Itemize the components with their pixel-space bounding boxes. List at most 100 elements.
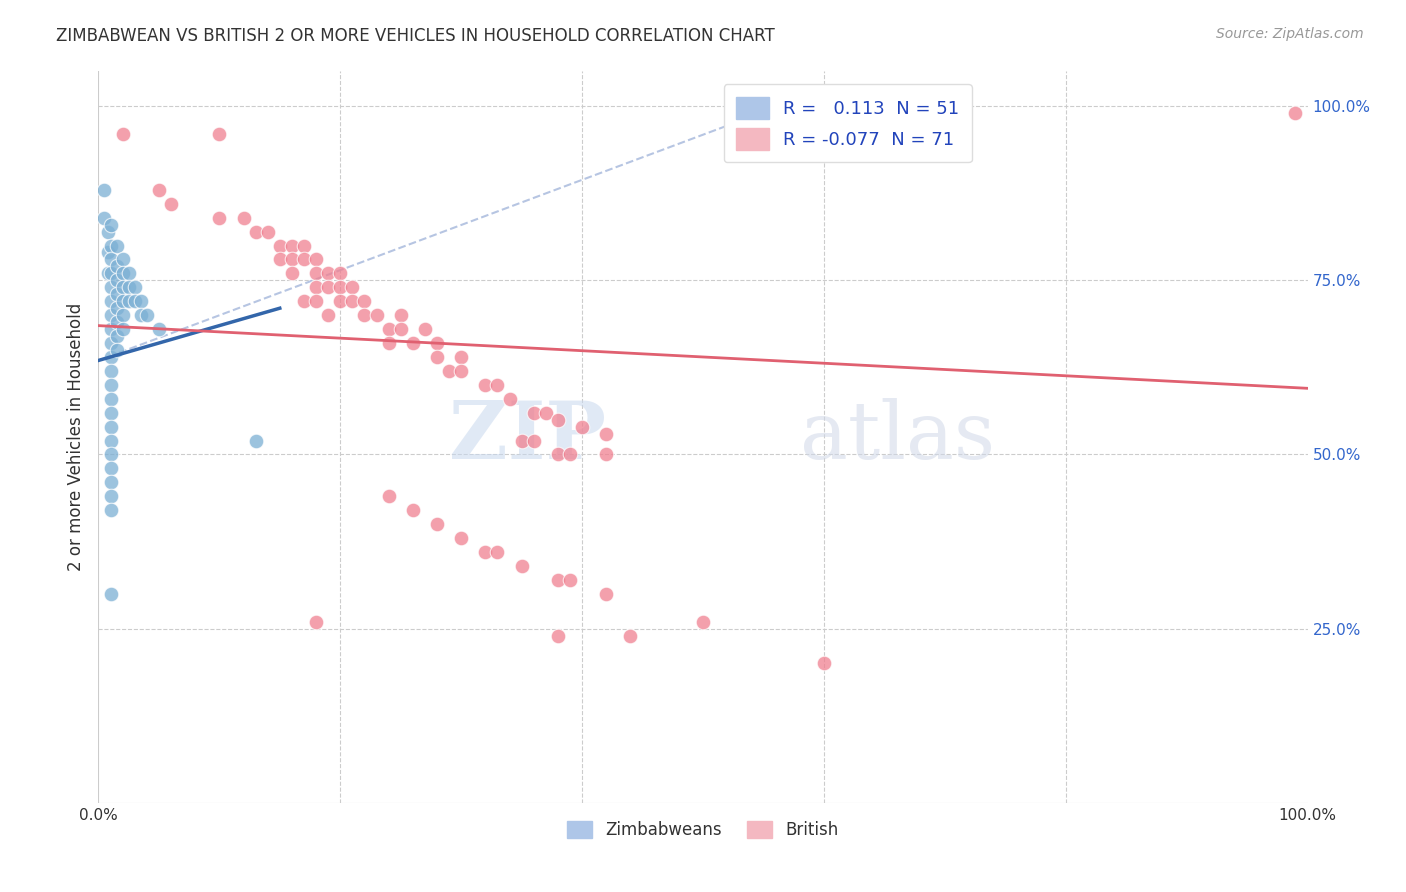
Point — [100, 475, 122, 490]
Point — [118, 280, 141, 294]
Point — [547, 573, 569, 587]
Point — [269, 252, 291, 267]
Point — [305, 252, 328, 267]
Point — [100, 448, 122, 462]
Point — [160, 196, 183, 211]
Point — [547, 629, 569, 643]
Point — [105, 260, 128, 274]
Point — [100, 489, 122, 503]
Point — [256, 225, 278, 239]
Point — [105, 343, 128, 357]
Point — [305, 280, 328, 294]
Point — [100, 280, 122, 294]
Point — [571, 419, 593, 434]
Point — [413, 322, 436, 336]
Point — [474, 545, 496, 559]
Legend: Zimbabweans, British: Zimbabweans, British — [561, 814, 845, 846]
Point — [100, 322, 122, 336]
Point — [305, 294, 328, 309]
Point — [305, 266, 328, 280]
Point — [100, 503, 122, 517]
Point — [377, 489, 399, 503]
Point — [105, 273, 128, 287]
Point — [269, 238, 291, 252]
Y-axis label: 2 or more Vehicles in Household: 2 or more Vehicles in Household — [66, 303, 84, 571]
Point — [353, 308, 375, 322]
Point — [547, 448, 569, 462]
Point — [316, 266, 339, 280]
Point — [208, 127, 231, 141]
Point — [129, 294, 152, 309]
Point — [105, 329, 128, 343]
Point — [437, 364, 460, 378]
Point — [100, 587, 122, 601]
Point — [93, 211, 115, 225]
Point — [486, 545, 509, 559]
Point — [329, 266, 352, 280]
Point — [402, 503, 425, 517]
Point — [450, 531, 472, 545]
Point — [450, 350, 472, 364]
Point — [100, 461, 122, 475]
Point — [353, 294, 375, 309]
Point — [105, 315, 128, 329]
Point — [377, 322, 399, 336]
Point — [450, 364, 472, 378]
Point — [558, 573, 581, 587]
Point — [486, 377, 509, 392]
Point — [426, 350, 449, 364]
Point — [692, 615, 714, 629]
Point — [100, 308, 122, 322]
Point — [124, 280, 146, 294]
Point — [100, 294, 122, 309]
Point — [595, 426, 617, 441]
Point — [426, 517, 449, 532]
Point — [111, 252, 134, 267]
Point — [523, 406, 546, 420]
Point — [100, 218, 122, 232]
Point — [292, 294, 315, 309]
Point — [232, 211, 254, 225]
Point — [292, 252, 315, 267]
Point — [402, 336, 425, 351]
Point — [342, 280, 364, 294]
Point — [426, 336, 449, 351]
Point — [305, 615, 328, 629]
Point — [105, 238, 128, 252]
Point — [93, 183, 115, 197]
Point — [100, 406, 122, 420]
Point — [111, 308, 134, 322]
Point — [547, 412, 569, 426]
Point — [498, 392, 520, 406]
Point — [100, 434, 122, 448]
Point — [813, 657, 835, 671]
Point — [245, 225, 267, 239]
Point — [118, 294, 141, 309]
Point — [100, 252, 122, 267]
Point — [148, 183, 170, 197]
Text: ZIP: ZIP — [450, 398, 606, 476]
Point — [474, 377, 496, 392]
Point — [595, 448, 617, 462]
Point — [105, 287, 128, 301]
Point — [97, 266, 120, 280]
Point — [281, 238, 304, 252]
Point — [1284, 106, 1306, 120]
Point — [100, 238, 122, 252]
Point — [329, 280, 352, 294]
Point — [97, 245, 120, 260]
Point — [558, 448, 581, 462]
Text: ZIMBABWEAN VS BRITISH 2 OR MORE VEHICLES IN HOUSEHOLD CORRELATION CHART: ZIMBABWEAN VS BRITISH 2 OR MORE VEHICLES… — [56, 27, 775, 45]
Point — [100, 392, 122, 406]
Point — [281, 266, 304, 280]
Point — [100, 350, 122, 364]
Point — [245, 434, 267, 448]
Point — [111, 266, 134, 280]
Point — [208, 211, 231, 225]
Point — [523, 434, 546, 448]
Point — [148, 322, 170, 336]
Point — [111, 127, 134, 141]
Point — [105, 301, 128, 316]
Point — [129, 308, 152, 322]
Point — [316, 280, 339, 294]
